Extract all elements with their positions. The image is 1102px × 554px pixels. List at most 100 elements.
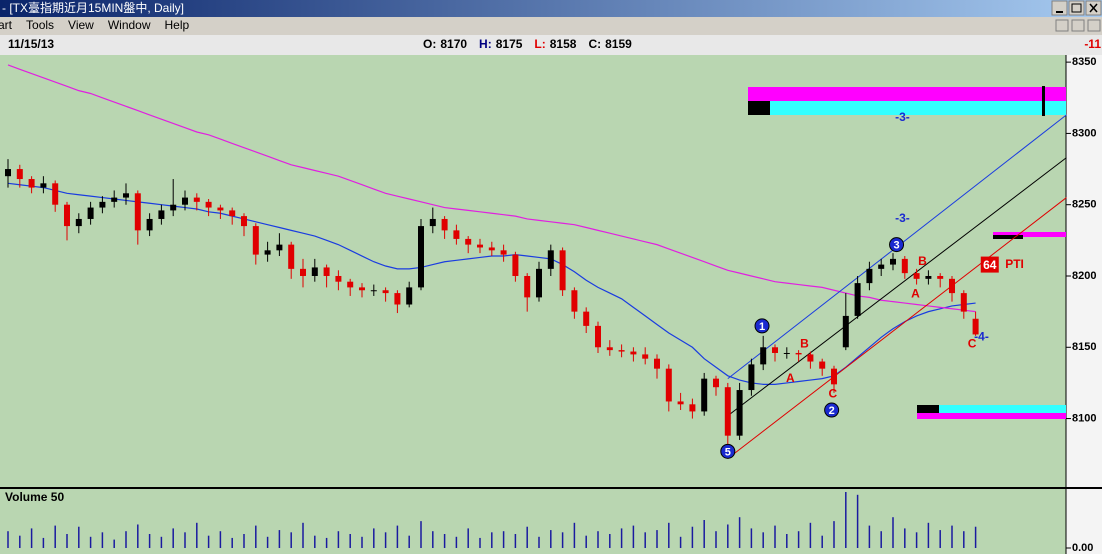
wave-marker <box>754 318 770 334</box>
title-bar <box>0 0 1102 17</box>
annotation: A <box>911 287 920 301</box>
trendline <box>727 197 1067 459</box>
candle-body <box>158 210 165 219</box>
candle-body <box>783 352 790 354</box>
candle-body <box>606 347 613 351</box>
candle-body <box>807 354 814 362</box>
y-tick-label: 8200 <box>1072 270 1096 282</box>
trendline <box>727 157 1067 417</box>
y-tick-label: 8150 <box>1072 341 1096 353</box>
candle-body <box>453 230 460 239</box>
annotation: C <box>968 337 977 351</box>
candle-body <box>772 347 778 353</box>
annotation: A <box>786 371 795 385</box>
menu-bar <box>0 17 1102 35</box>
candle-body <box>477 244 483 248</box>
field-label: H: <box>479 37 492 51</box>
candle-body <box>760 347 767 365</box>
maximize-button[interactable] <box>1068 0 1085 16</box>
box-label: 64 <box>983 258 997 272</box>
annotation: B <box>918 254 927 268</box>
candle-body <box>5 169 11 177</box>
candle-body <box>642 354 649 359</box>
candle-body <box>536 268 542 298</box>
candle-body <box>205 201 212 208</box>
minimize-button[interactable] <box>1051 0 1068 16</box>
wave-label: 1 <box>759 321 765 333</box>
wave-label: 2 <box>829 405 835 417</box>
candle-body <box>842 315 849 348</box>
candle-body <box>359 287 365 291</box>
volume-tick-label: 0.00 <box>1072 542 1093 554</box>
candle-body <box>75 218 82 227</box>
candle-body <box>795 352 802 355</box>
price-panel <box>0 55 1066 487</box>
candle-body <box>901 258 908 274</box>
candle-body <box>559 250 566 291</box>
candle-body <box>16 169 23 180</box>
candle-body <box>618 350 625 352</box>
candle-body <box>441 218 448 231</box>
candle-body <box>524 275 531 298</box>
field-label: O: <box>423 37 436 51</box>
annotation: -4- <box>974 329 989 343</box>
menu-item[interactable]: Window <box>108 18 151 32</box>
candle-body <box>500 250 507 255</box>
candle-body <box>547 250 554 269</box>
candle-body <box>595 325 601 348</box>
zone <box>917 413 1066 419</box>
y-tick-label: 8300 <box>1072 127 1096 139</box>
zone <box>748 101 1066 115</box>
annotation: PTI <box>1005 257 1024 271</box>
candle-body <box>288 244 295 269</box>
candle-body <box>347 281 354 288</box>
candle-body <box>99 201 106 208</box>
wave-label: 3 <box>893 240 899 252</box>
menu-item[interactable]: art <box>0 18 13 32</box>
candle-body <box>323 267 330 276</box>
menu-item[interactable]: Tools <box>26 18 54 32</box>
annotation: B <box>800 337 809 351</box>
menu-item[interactable]: Help <box>165 18 190 32</box>
candle-body <box>831 368 837 385</box>
volume-panel <box>0 489 1066 554</box>
zone <box>993 232 1066 237</box>
candle-body <box>488 247 495 251</box>
menu-icons <box>1055 19 1101 32</box>
annotation: C <box>828 386 837 400</box>
icon <box>1071 3 1082 13</box>
moving-average <box>7 182 976 385</box>
candle-body <box>134 193 141 231</box>
close-button[interactable] <box>1087 19 1101 32</box>
y-tick-label: 8100 <box>1072 412 1096 424</box>
candle-body <box>429 218 436 227</box>
moving-average <box>7 64 976 313</box>
field-value: 8170 <box>440 37 467 51</box>
window-controls <box>1051 0 1102 16</box>
zone-boxes <box>748 86 1066 419</box>
candle-body <box>465 238 472 245</box>
candle-body <box>111 197 118 202</box>
restore-button[interactable] <box>1055 19 1069 32</box>
candle-body <box>241 216 247 227</box>
field-value: 8159 <box>605 37 632 51</box>
restore-button[interactable] <box>1071 19 1085 32</box>
zone <box>993 235 1023 239</box>
candle-body <box>28 179 35 188</box>
candle-body <box>52 183 59 205</box>
candle-body <box>665 368 672 402</box>
candle-body <box>182 197 188 205</box>
candle-body <box>677 401 684 405</box>
menu-item[interactable]: View <box>68 18 94 32</box>
candle-body <box>311 267 318 276</box>
candle-body <box>724 387 731 436</box>
info-bar <box>0 35 1102 55</box>
wave-marker <box>720 443 736 459</box>
annotation: -3- <box>895 110 910 124</box>
annotation: -3- <box>895 211 910 225</box>
zone <box>1042 86 1045 116</box>
y-tick-label: 8350 <box>1072 56 1096 68</box>
change: -11 <box>1084 37 1101 51</box>
